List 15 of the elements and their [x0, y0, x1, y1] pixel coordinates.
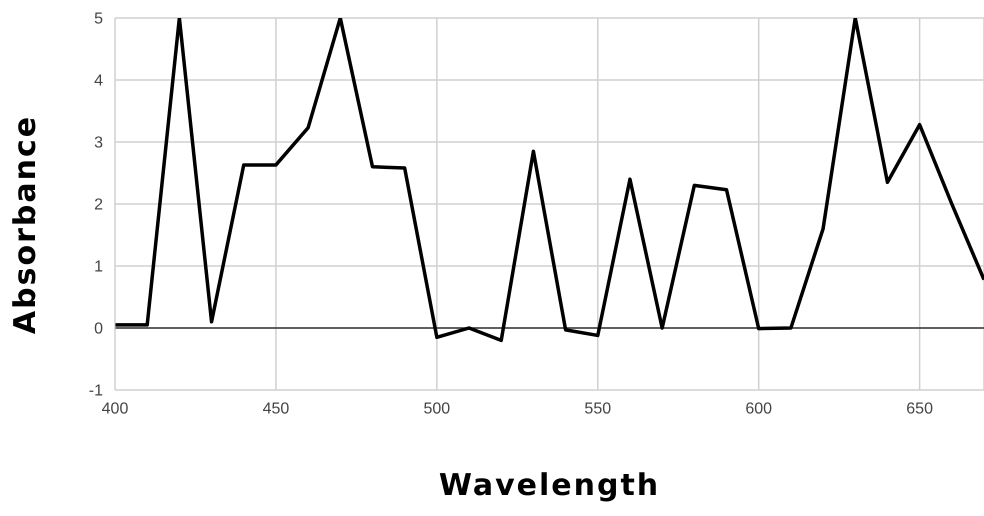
y-tick-label: 0	[94, 320, 104, 338]
x-tick-label: 400	[102, 400, 128, 418]
x-tick-label: 650	[906, 400, 934, 418]
x-tick-label: 500	[424, 400, 450, 418]
x-axis-title: Wavelength	[438, 468, 662, 503]
y-tick-label: 5	[94, 10, 104, 28]
y-tick-label: 1	[94, 258, 104, 276]
y-tick-label: -1	[88, 382, 104, 400]
x-tick-label: 600	[745, 400, 772, 418]
y-tick-label: 4	[94, 72, 104, 90]
y-axis-title: Absorbance	[8, 114, 44, 334]
y-tick-label: 3	[94, 134, 104, 152]
x-tick-label: 450	[262, 400, 290, 418]
x-tick-label: 550	[584, 400, 612, 418]
y-tick-label: 2	[94, 196, 104, 214]
